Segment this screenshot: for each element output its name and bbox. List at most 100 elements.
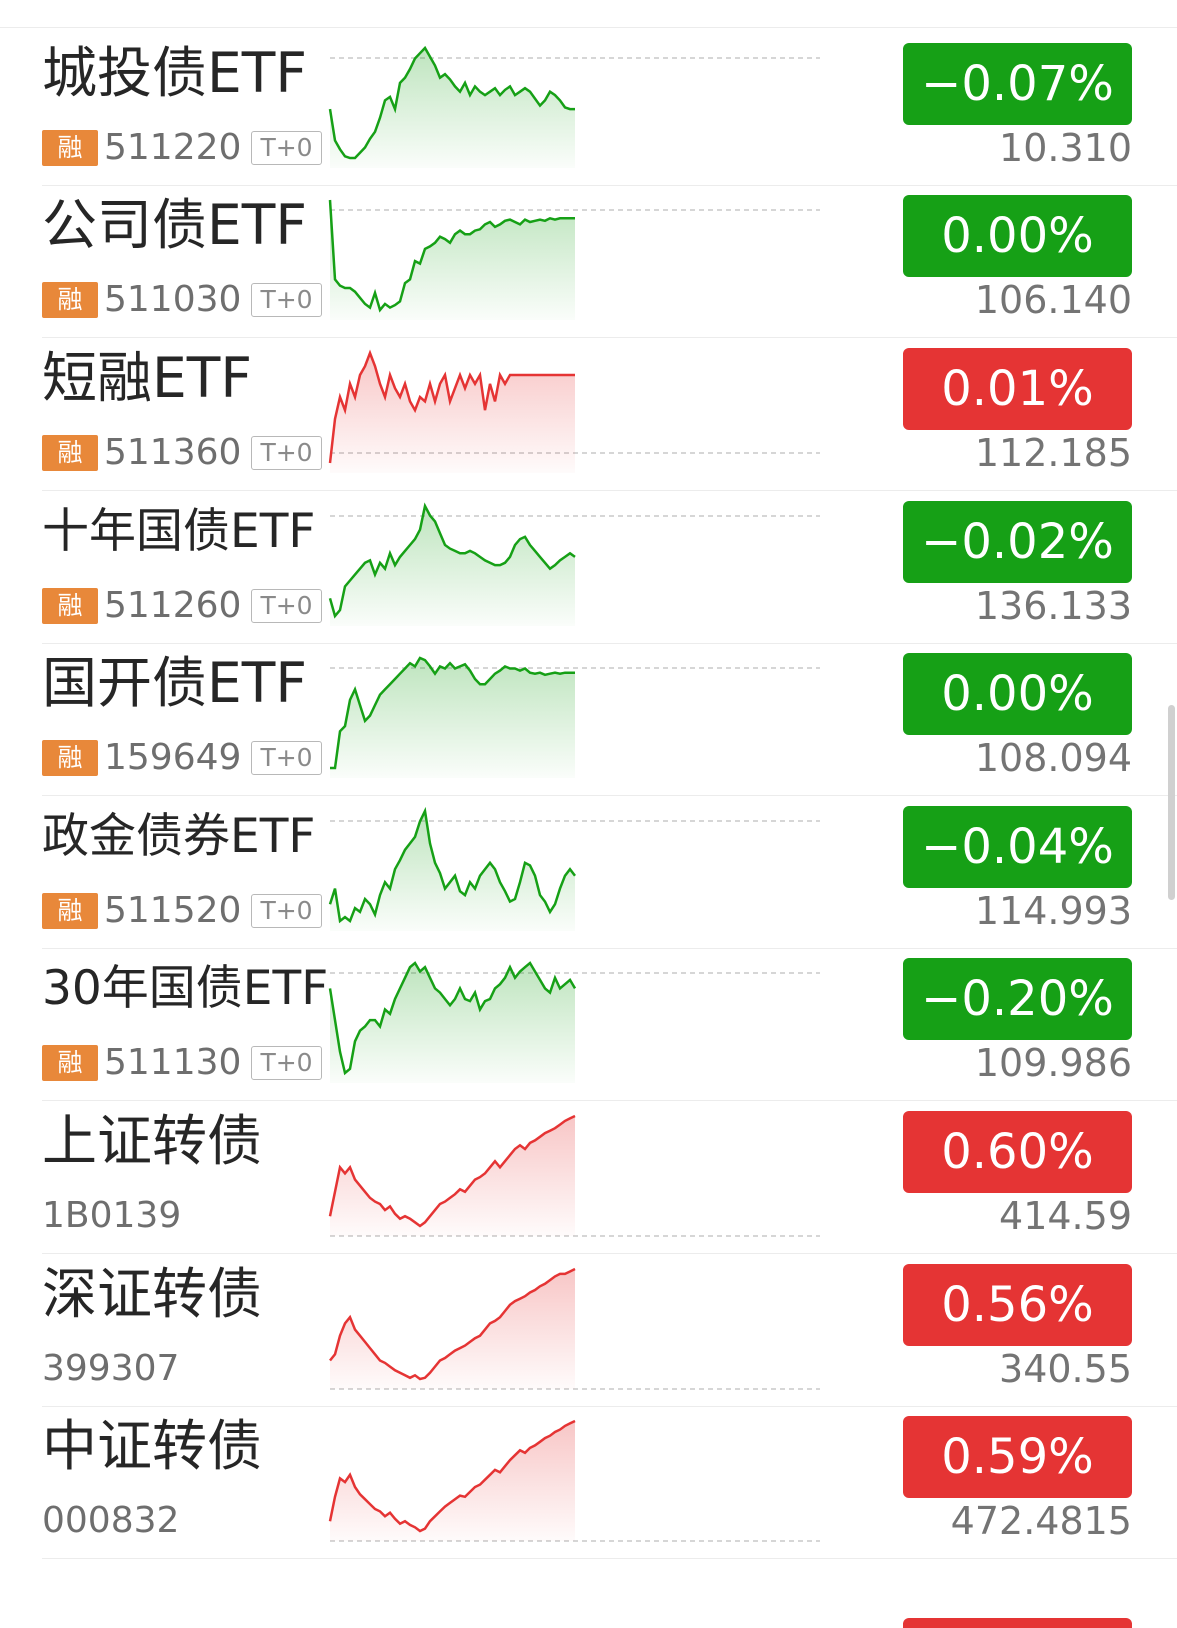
list-item[interactable]: 公司债ETF 融 511030 T+0 0.00% 106.140 <box>0 180 1177 338</box>
change-pct-badge[interactable]: 0.00% <box>903 195 1132 277</box>
price-value: 109.986 <box>974 1041 1132 1085</box>
fund-name: 十年国债ETF <box>42 504 316 559</box>
change-pct-badge[interactable]: −0.20% <box>903 958 1132 1040</box>
row-divider <box>42 337 1177 338</box>
sparkline-area <box>330 200 575 320</box>
margin-badge: 融 <box>42 130 98 166</box>
fund-code: 511520 <box>104 890 242 931</box>
price-value: 108.094 <box>974 736 1132 780</box>
fund-code: 1B0139 <box>42 1195 182 1236</box>
fund-name: 城投债ETF <box>42 41 307 105</box>
list-item[interactable]: 上证转债 1B0139 0.60% 414.59 <box>0 1096 1177 1254</box>
change-pct-badge[interactable]: 0.56% <box>903 1264 1132 1346</box>
row-divider <box>42 185 1177 186</box>
fund-name: 中证转债 <box>42 1414 263 1478</box>
sparkline-area <box>330 963 575 1083</box>
sparkline-area <box>330 658 575 778</box>
fund-meta: 399307 <box>42 1349 179 1389</box>
sparkline-chart <box>328 1114 820 1237</box>
change-pct-badge[interactable]: 0.60% <box>903 1111 1132 1193</box>
fund-code: 399307 <box>42 1348 180 1389</box>
margin-badge: 融 <box>42 740 98 776</box>
sparkline-line <box>328 1419 576 1533</box>
fund-name: 上证转债 <box>42 1109 263 1173</box>
margin-badge: 融 <box>42 1045 98 1081</box>
sparkline-area <box>330 48 575 168</box>
change-pct-badge[interactable]: 0.59% <box>903 1416 1132 1498</box>
list-item[interactable]: 政金债券ETF 融 511520 T+0 −0.04% 114.993 <box>0 791 1177 949</box>
sparkline-area <box>330 811 575 931</box>
fund-name: 国开债ETF <box>42 651 307 715</box>
sparkline-line <box>330 656 575 770</box>
scrollbar-thumb[interactable] <box>1168 705 1175 900</box>
list-item[interactable]: 国开债ETF 融 159649 T+0 0.00% 108.094 <box>0 638 1177 796</box>
fund-meta: 000832 <box>42 1501 179 1541</box>
list-item[interactable]: 中证转债 000832 0.59% 472.4815 <box>0 1401 1177 1559</box>
fund-code: 000832 <box>42 1500 180 1541</box>
t0-badge: T+0 <box>251 283 322 317</box>
next-row-pct-badge-partial <box>903 1618 1132 1628</box>
list-item[interactable]: 30年国债ETF 融 511130 T+0 −0.20% 109.986 <box>0 943 1177 1101</box>
list-item[interactable]: 短融ETF 融 511360 T+0 0.01% 112.185 <box>0 333 1177 491</box>
change-pct-badge[interactable]: −0.07% <box>903 43 1132 125</box>
sparkline-chart <box>328 349 820 473</box>
fund-meta: 1B0139 <box>42 1196 181 1236</box>
fund-code: 159649 <box>104 737 242 778</box>
sparkline-area <box>330 506 575 626</box>
t0-badge: T+0 <box>251 1046 322 1080</box>
sparkline-area <box>330 1269 575 1389</box>
price-value: 472.4815 <box>950 1499 1132 1543</box>
fund-code: 511260 <box>104 585 242 626</box>
change-pct-badge[interactable]: 0.00% <box>903 653 1132 735</box>
row-divider <box>42 1253 1177 1254</box>
sparkline-chart <box>328 199 820 320</box>
price-value: 114.993 <box>974 889 1132 933</box>
t0-badge: T+0 <box>251 741 322 775</box>
price-value: 340.55 <box>999 1347 1132 1391</box>
fund-code: 511360 <box>104 432 242 473</box>
margin-badge: 融 <box>42 588 98 624</box>
price-value: 414.59 <box>999 1194 1132 1238</box>
fund-code: 511030 <box>104 279 242 320</box>
fund-name: 公司债ETF <box>42 193 307 257</box>
price-value: 10.310 <box>999 126 1132 170</box>
sparkline-chart <box>328 1419 820 1542</box>
t0-badge: T+0 <box>251 894 322 928</box>
t0-badge: T+0 <box>251 589 322 623</box>
sparkline-line <box>328 961 577 1076</box>
fund-name: 30年国债ETF <box>42 961 329 1016</box>
price-value: 106.140 <box>974 278 1132 322</box>
sparkline-chart <box>328 502 820 626</box>
fund-meta: 融 511030 T+0 <box>42 280 322 320</box>
price-value: 112.185 <box>974 431 1132 475</box>
price-value: 136.133 <box>974 584 1132 628</box>
sparkline-line <box>328 502 576 619</box>
sparkline-line <box>328 349 575 464</box>
change-pct-badge[interactable]: 0.01% <box>903 348 1132 430</box>
fund-meta: 融 511220 T+0 <box>42 128 322 168</box>
fund-code: 511130 <box>104 1042 242 1083</box>
sparkline-chart <box>328 45 820 168</box>
fund-name: 深证转债 <box>42 1262 263 1326</box>
sparkline-chart <box>328 961 820 1083</box>
fund-name: 政金债券ETF <box>42 809 316 864</box>
change-pct-badge[interactable]: −0.02% <box>903 501 1132 583</box>
row-divider <box>42 948 1177 949</box>
sparkline-line <box>329 1267 576 1381</box>
t0-badge: T+0 <box>251 131 322 165</box>
list-item[interactable]: 城投债ETF 融 511220 T+0 −0.07% 10.310 <box>0 28 1177 186</box>
row-divider <box>42 1406 1177 1407</box>
sparkline-line <box>328 1114 576 1228</box>
sparkline-area <box>330 1421 575 1541</box>
sparkline-chart <box>330 656 820 778</box>
list-item[interactable]: 深证转债 399307 0.56% 340.55 <box>0 1249 1177 1407</box>
fund-name: 短融ETF <box>42 346 252 410</box>
change-pct-badge[interactable]: −0.04% <box>903 806 1132 888</box>
fund-code: 511220 <box>104 127 242 168</box>
list-item[interactable]: 十年国债ETF 融 511260 T+0 −0.02% 136.133 <box>0 486 1177 644</box>
margin-badge: 融 <box>42 893 98 929</box>
fund-meta: 融 511260 T+0 <box>42 586 322 626</box>
fund-meta: 融 159649 T+0 <box>42 738 322 778</box>
row-divider <box>42 1100 1177 1101</box>
fund-meta: 融 511520 T+0 <box>42 891 322 931</box>
